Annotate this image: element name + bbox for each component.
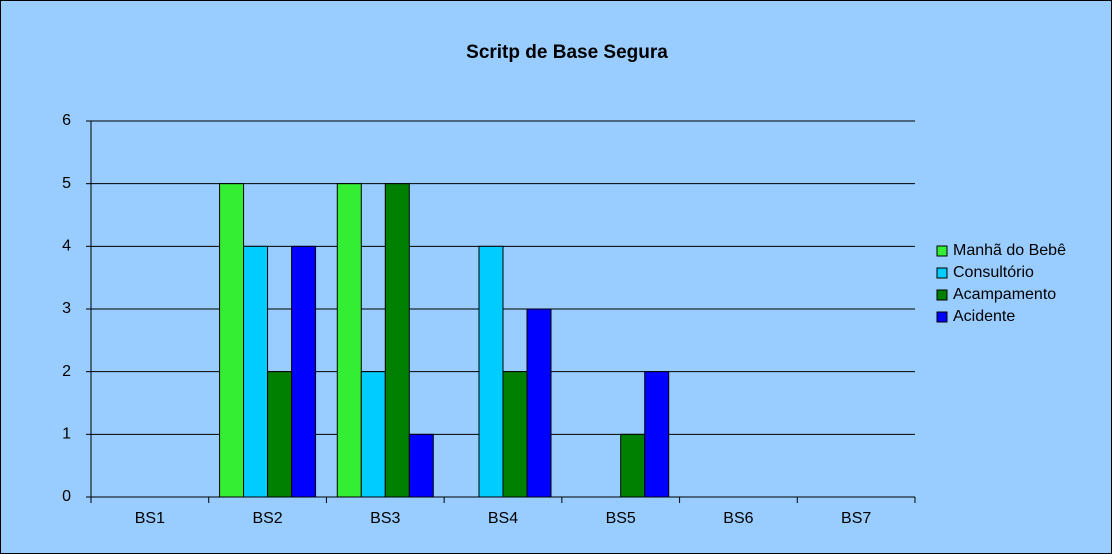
- bar: [384, 183, 410, 498]
- chart-title: Scritp de Base Segura: [466, 42, 668, 63]
- y-tick-label: 1: [62, 426, 71, 443]
- bar: [644, 371, 670, 498]
- bar: [526, 308, 552, 498]
- y-tick-label: 6: [62, 112, 71, 129]
- bar: [267, 371, 293, 498]
- x-tick-label: BS4: [488, 510, 518, 527]
- bar: [620, 433, 646, 498]
- legend-label: Acidente: [953, 308, 1015, 325]
- y-tick-label: 4: [62, 238, 71, 255]
- x-tick-label: BS7: [841, 510, 871, 527]
- bar: [219, 183, 245, 498]
- bar: [243, 245, 269, 498]
- bar: [360, 371, 386, 498]
- x-tick-label: BS3: [370, 510, 400, 527]
- legend-swatch: [936, 245, 948, 257]
- y-tick-label: 3: [62, 300, 71, 317]
- legend-swatch: [936, 289, 948, 301]
- bar: [336, 183, 362, 498]
- legend-label: Manhã do Bebê: [953, 242, 1066, 259]
- y-tick-label: 5: [62, 175, 71, 192]
- bar: [478, 245, 504, 498]
- legend-swatch: [936, 311, 948, 323]
- x-tick-label: BS1: [135, 510, 165, 527]
- x-tick-label: BS6: [723, 510, 753, 527]
- x-tick-label: BS2: [252, 510, 282, 527]
- x-tick-label: BS5: [606, 510, 636, 527]
- bar: [291, 245, 317, 498]
- y-tick-label: 2: [62, 363, 71, 380]
- bar: [502, 371, 528, 498]
- legend-label: Acampamento: [953, 286, 1056, 303]
- bar: [408, 433, 434, 498]
- legend-swatch: [936, 267, 948, 279]
- legend-label: Consultório: [953, 264, 1034, 281]
- y-tick-label: 0: [62, 488, 71, 505]
